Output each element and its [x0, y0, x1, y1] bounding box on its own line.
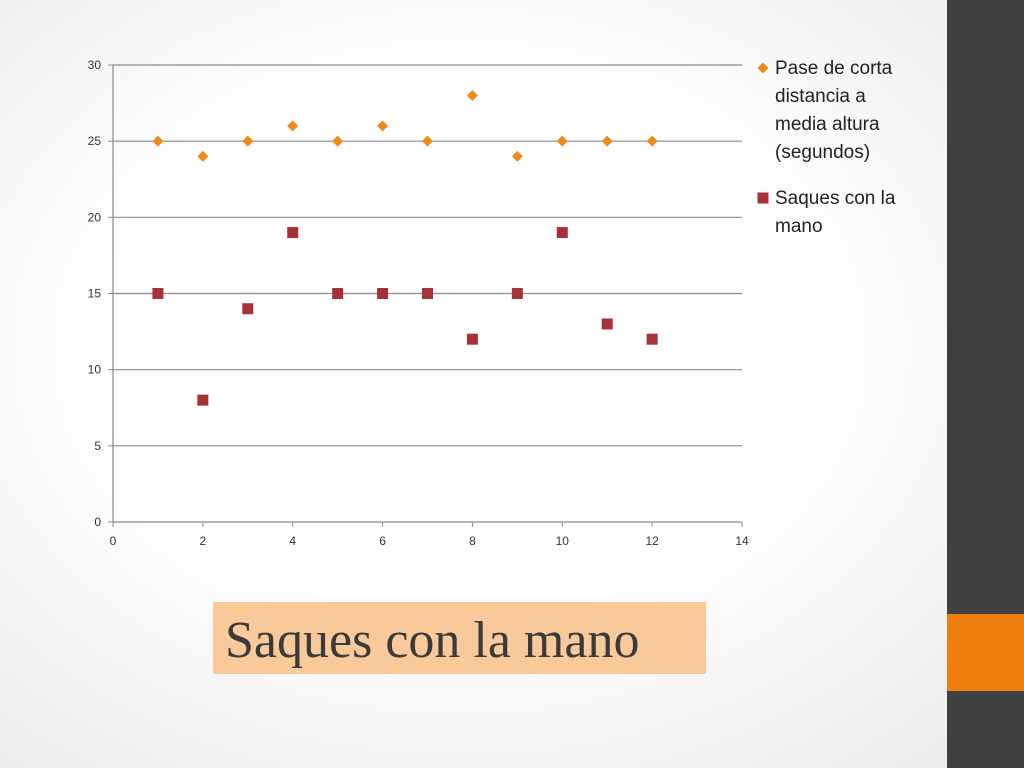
- point-series-2-6: [377, 288, 389, 299]
- data-points: [152, 89, 658, 406]
- point-series-1-9: [511, 150, 523, 162]
- legend-label-1-line-4: (segundos): [775, 142, 870, 163]
- x-tick-label-4: 4: [289, 534, 296, 548]
- x-tick-label-12: 12: [645, 534, 659, 548]
- point-series-1-6: [377, 120, 389, 132]
- x-tick-label-14: 14: [735, 534, 749, 548]
- point-series-1-10: [556, 135, 568, 147]
- y-tick-label-25: 25: [88, 134, 102, 148]
- legend-label-1-line-3: media altura: [775, 114, 880, 135]
- x-tick-label-10: 10: [556, 534, 570, 548]
- point-series-1-11: [601, 135, 613, 147]
- point-series-2-9: [511, 288, 523, 299]
- y-tick-label-5: 5: [94, 439, 101, 453]
- point-series-2-10: [556, 227, 568, 239]
- legend-label-2-line-2: mano: [775, 216, 823, 237]
- point-series-2-4: [287, 227, 299, 239]
- point-series-1-12: [646, 135, 658, 147]
- scatter-chart: 0 5 10 15 20 25 30 0 2 4 6 8 10 12 14 Pase de corta dis…: [88, 58, 896, 548]
- point-series-1-2: [197, 150, 209, 162]
- x-tick-label-0: 0: [110, 534, 117, 548]
- chart-legend: Pase de corta distancia a media altura (seg…: [757, 58, 896, 237]
- point-series-1-7: [422, 135, 433, 147]
- point-series-2-8: [466, 333, 478, 345]
- point-series-1-5: [332, 135, 344, 147]
- grid-lines: [113, 64, 742, 447]
- y-tick-label-10: 10: [88, 363, 102, 377]
- slide-title: Saques con la mano: [213, 602, 706, 674]
- point-series-1-8: [466, 89, 478, 101]
- x-tick-label-2: 2: [200, 534, 207, 548]
- y-tick-label-0: 0: [94, 515, 101, 529]
- x-tick-label-8: 8: [469, 534, 476, 548]
- point-series-2-3: [242, 303, 254, 315]
- point-series-2-1: [152, 288, 164, 299]
- x-tick-label-6: 6: [379, 534, 386, 548]
- point-series-1-1: [152, 135, 164, 147]
- point-series-1-4: [287, 120, 299, 132]
- y-tick-label-15: 15: [88, 287, 102, 301]
- point-series-2-2: [197, 394, 209, 406]
- point-series-1-3: [242, 135, 254, 147]
- point-series-2-11: [601, 318, 613, 330]
- legend-label-1-line-1: Pase de corta: [775, 58, 893, 79]
- point-series-2-5: [332, 288, 344, 299]
- legend-label-1-line-2: distancia a: [775, 86, 866, 107]
- sidebar-accent-block: [947, 614, 1024, 691]
- legend-label-2-line-1: Saques con la: [775, 188, 896, 209]
- point-series-2-12: [646, 333, 658, 345]
- y-tick-label-20: 20: [88, 210, 102, 224]
- tick-labels: 0 5 10 15 20 25 30 0 2 4 6 8 10 12 14: [88, 58, 749, 548]
- y-tick-label-30: 30: [88, 58, 102, 72]
- point-series-2-7: [422, 288, 433, 299]
- axes: [108, 64, 743, 527]
- legend-marker-2: [757, 192, 769, 204]
- legend-marker-1: [757, 62, 769, 74]
